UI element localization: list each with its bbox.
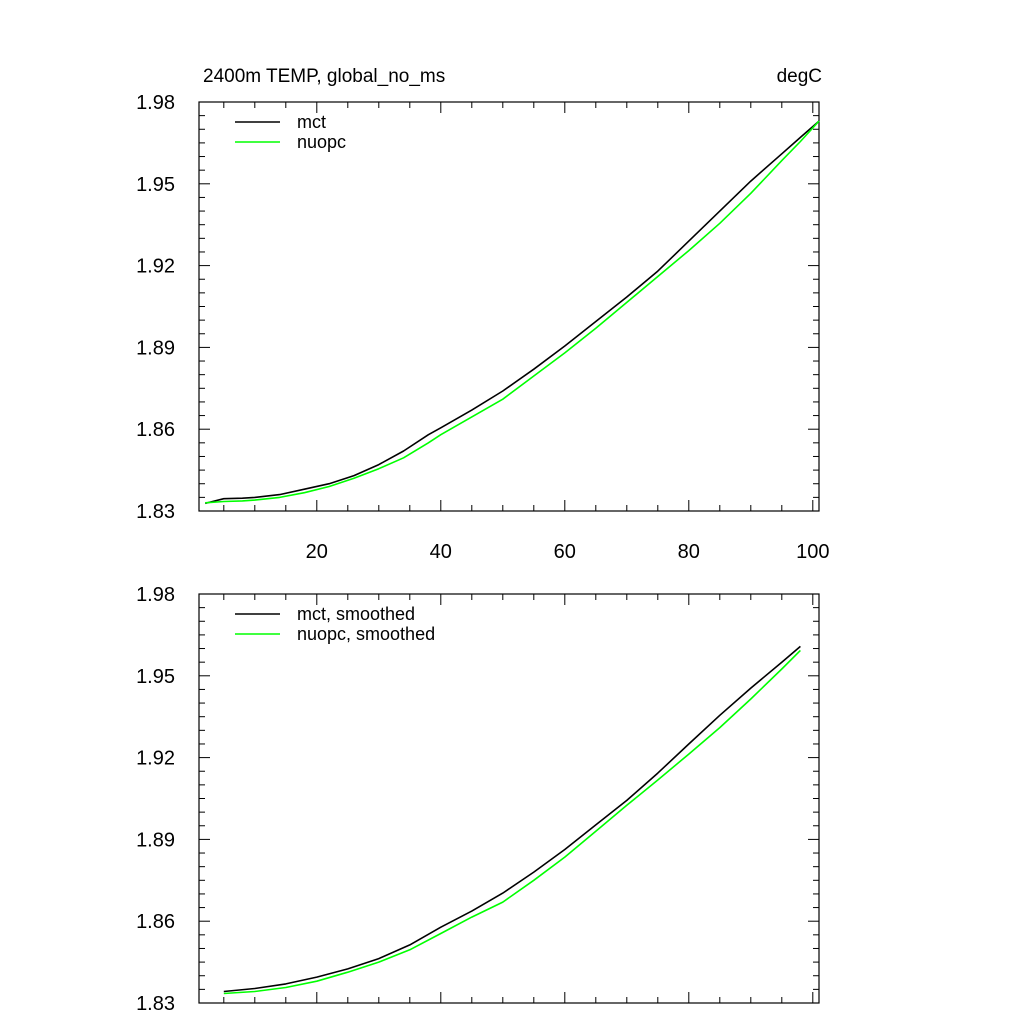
- x-tick-label: 80: [678, 541, 700, 563]
- plot-frame-bottom: [198, 593, 820, 1004]
- x-tick-label: 100: [796, 541, 829, 563]
- series-group-top: [205, 120, 820, 505]
- units-label: degC: [777, 66, 822, 87]
- y-tick-label: 1.98: [136, 92, 175, 114]
- axis-ticks-bottom: [199, 593, 819, 1004]
- y-tick-label: 1.83: [136, 993, 175, 1015]
- y-tick-label: 1.95: [136, 666, 175, 688]
- y-tick-label: 1.95: [136, 174, 175, 196]
- legend-label: nuopc, smoothed: [297, 624, 435, 644]
- series-line-mct: [205, 120, 820, 505]
- legend-label: mct, smoothed: [297, 604, 415, 624]
- y-tick-label: 1.89: [136, 829, 175, 851]
- legend-label: nuopc: [297, 132, 346, 152]
- axis-labels-top: 1.83 1.86 1.89 1.92 1.95 1.98 20 40 60 80 100: [136, 92, 829, 563]
- axis-ticks-top: [199, 101, 819, 512]
- y-tick-label: 1.86: [136, 419, 175, 441]
- chart-title: 2400m TEMP, global_no_ms: [203, 66, 445, 87]
- x-tick-label: 40: [430, 541, 452, 563]
- y-tick-label: 1.86: [136, 911, 175, 933]
- series-line-nuopc: [205, 120, 820, 504]
- y-tick-label: 1.92: [136, 256, 175, 278]
- top-panel: 2400m TEMP, global_no_ms degC 1.831.861.…: [136, 66, 829, 563]
- bottom-panel: 1.83 1.86 1.89 1.92 1.95 1.98 mct, smoothednu…: [136, 584, 820, 1015]
- plot-frame-top: [198, 101, 820, 512]
- y-tick-label: 1.83: [136, 501, 175, 523]
- x-tick-label: 20: [306, 541, 328, 563]
- axis-labels-bottom: 1.83 1.86 1.89 1.92 1.95 1.98: [136, 584, 175, 1015]
- series-line-nuopc-smoothed: [223, 649, 801, 995]
- series-group-bottom: [223, 645, 801, 995]
- y-tick-label: 1.92: [136, 748, 175, 770]
- y-tick-label: 1.89: [136, 337, 175, 359]
- y-tick-label: 1.98: [136, 584, 175, 606]
- x-tick-label: 60: [554, 541, 576, 563]
- series-line-mct-smoothed: [223, 645, 801, 993]
- legend-label: mct: [297, 112, 326, 132]
